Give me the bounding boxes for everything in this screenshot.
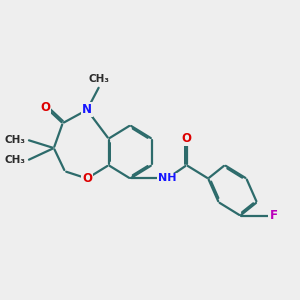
Text: CH₃: CH₃ <box>88 74 109 85</box>
Text: F: F <box>269 209 278 222</box>
Text: CH₃: CH₃ <box>4 155 26 165</box>
Text: O: O <box>82 172 92 185</box>
Text: CH₃: CH₃ <box>4 135 26 145</box>
Text: O: O <box>182 132 192 145</box>
Text: O: O <box>40 100 50 114</box>
Text: NH: NH <box>158 173 176 184</box>
Text: N: N <box>82 103 92 116</box>
